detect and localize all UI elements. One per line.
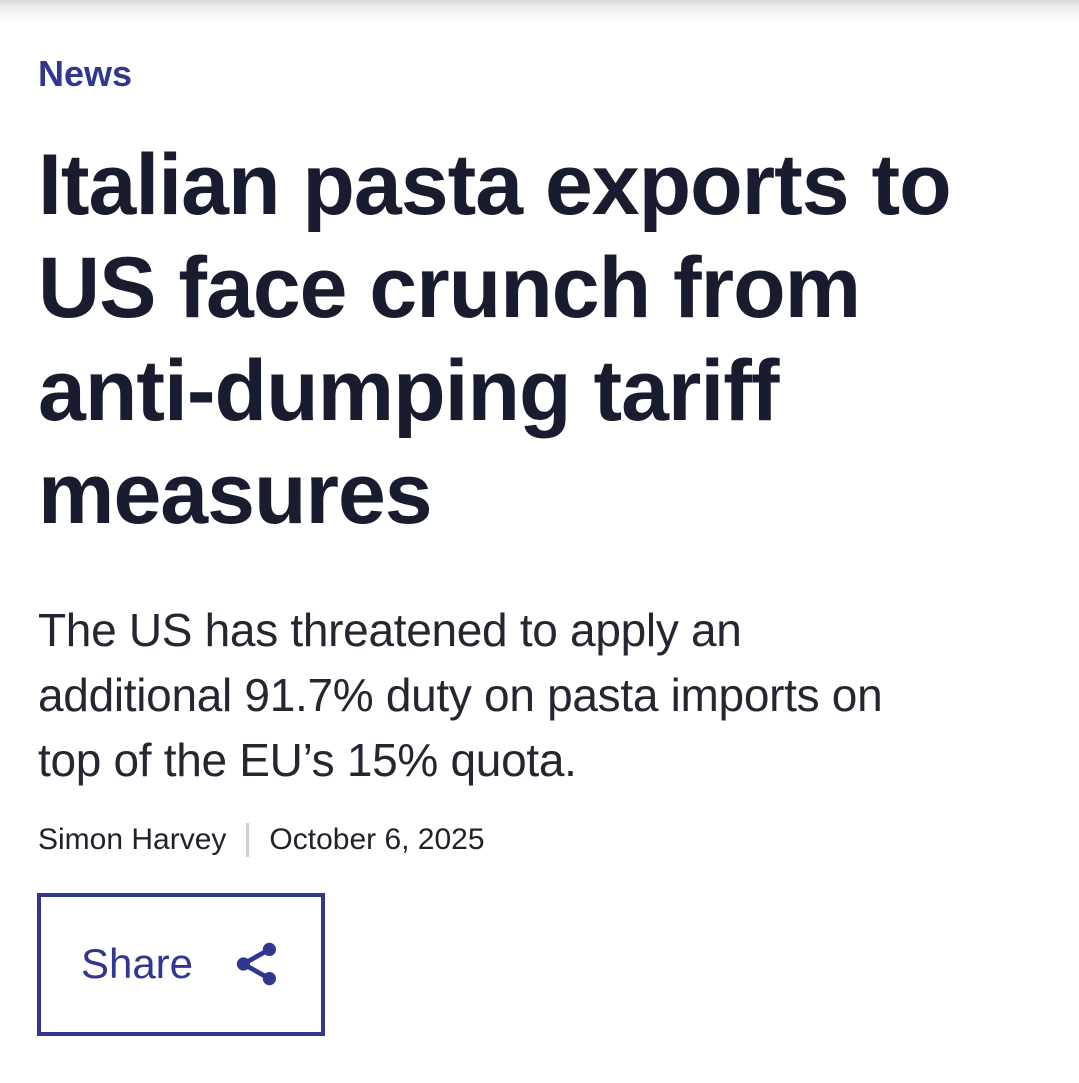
- article-header: News Italian pasta exports to US face cr…: [37, 53, 1041, 1036]
- author-name: Simon Harvey: [38, 822, 227, 856]
- article-standfirst: The US has threatened to apply an additi…: [38, 598, 1041, 793]
- standfirst-line: top of the EU’s 15% quota.: [38, 733, 577, 786]
- headline-line: measures: [38, 445, 433, 542]
- headline-line: anti-dumping tariff: [38, 342, 780, 439]
- byline-separator: [246, 822, 250, 857]
- kicker-news-link[interactable]: News: [38, 53, 133, 94]
- headline-line: Italian pasta exports to: [38, 136, 952, 233]
- standfirst-line: additional 91.7% duty on pasta imports o…: [38, 668, 883, 721]
- share-button[interactable]: Share: [37, 892, 325, 1036]
- share-icon: [233, 940, 281, 988]
- headline-line: US face crunch from: [38, 239, 861, 336]
- standfirst-line: The US has threatened to apply an: [38, 603, 742, 656]
- share-button-label: Share: [80, 940, 194, 988]
- article-headline: Italian pasta exports to US face crunch …: [38, 134, 1041, 546]
- byline: Simon Harvey October 6, 2025: [38, 822, 1041, 857]
- publish-date: October 6, 2025: [269, 822, 485, 856]
